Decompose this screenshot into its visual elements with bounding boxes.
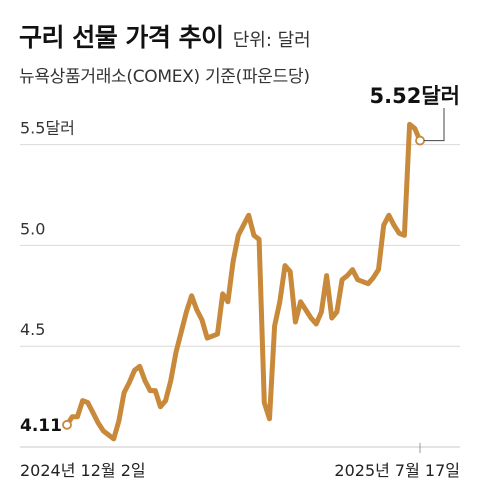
- end-point: [415, 135, 425, 146]
- y-tick-label: 5.0: [20, 219, 45, 238]
- label-layer: 5.5달러 5.0 4.5 2024년 12월 2일 2025년 7월 17일 4.11 5…: [20, 84, 460, 480]
- chart-unit: 단위: 달러: [232, 30, 311, 51]
- x-start-label: 2024년 12월 2일: [20, 461, 146, 480]
- end-value-label: 5.52달러: [370, 84, 460, 108]
- end-leader-line: [424, 108, 445, 142]
- start-value-label: 4.11: [20, 416, 62, 436]
- chart-title: 구리 선물 가격 추이: [19, 23, 224, 52]
- y-tick-label: 5.5달러: [20, 119, 75, 138]
- line-layer: [62, 108, 445, 442]
- series-line: [64, 121, 423, 442]
- chart-subtitle: 뉴욕상품거래소(COMEX) 기준(파운드당): [19, 67, 310, 87]
- start-point: [62, 419, 72, 430]
- chart-title-row: 구리 선물 가격 추이 단위: 달러: [19, 18, 311, 54]
- y-tick-label: 4.5: [20, 320, 45, 339]
- axis-layer: [20, 443, 460, 453]
- grid-layer: [20, 144, 460, 347]
- x-end-label: 2025년 7월 17일: [334, 461, 460, 480]
